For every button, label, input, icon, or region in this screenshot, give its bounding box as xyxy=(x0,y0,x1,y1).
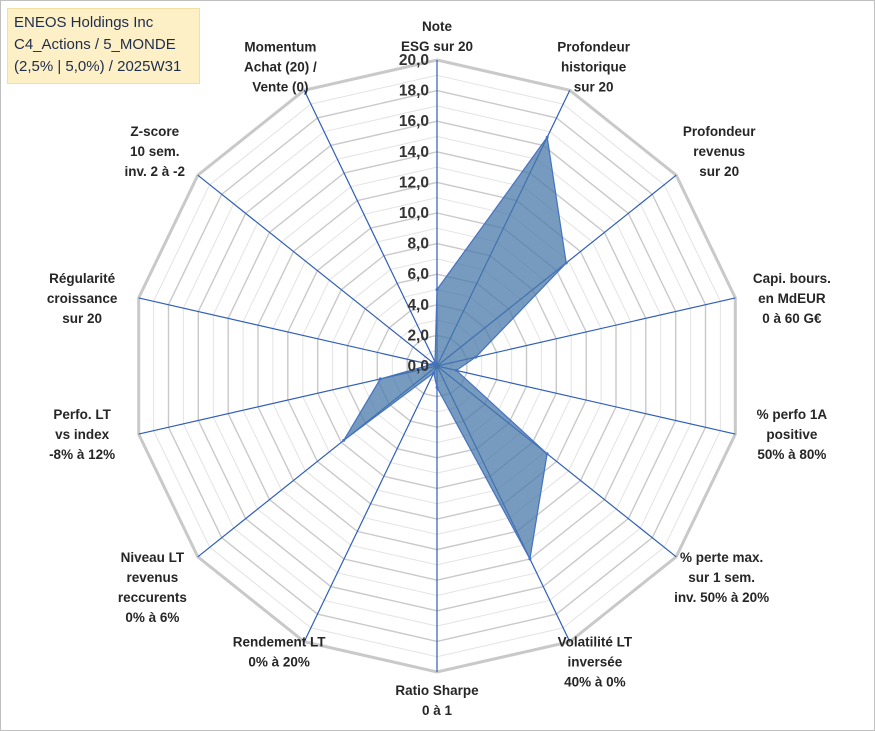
category-label-line: inv. 2 à -2 xyxy=(125,164,186,179)
category-label-line: Perfo. LT xyxy=(53,407,111,422)
chart-subtitle-line: C4_Actions / 5_MONDE xyxy=(14,36,176,53)
axis-spoke xyxy=(303,90,438,367)
tick-label: 4,0 xyxy=(407,297,429,314)
category-label-line: sur 1 sem. xyxy=(688,570,755,585)
tick-label: 12,0 xyxy=(399,174,429,191)
category-label-line: Volatilité LT xyxy=(558,635,633,650)
chart-period-line: (2,5% | 5,0%) / 2025W31 xyxy=(14,58,182,75)
tick-label: 2,0 xyxy=(407,327,429,344)
category-label: Perfo. LT vs index -8% à 12% xyxy=(49,407,115,462)
tick-label: 6,0 xyxy=(407,266,429,283)
series-point xyxy=(429,363,433,367)
category-label-line: en MdEUR xyxy=(758,291,826,306)
axis-spoke xyxy=(303,365,438,642)
category-label: Profondeur historique sur 20 xyxy=(557,39,630,94)
category-label-line: Vente (0) xyxy=(252,79,308,94)
category-label-line: 0 à 60 G€ xyxy=(762,311,822,326)
tick-label: 0,0 xyxy=(407,358,429,375)
tick-label: 14,0 xyxy=(399,144,429,161)
series-point xyxy=(474,355,478,359)
axis-spoke xyxy=(436,365,736,435)
category-label-line: sur 20 xyxy=(699,164,739,179)
category-label-line: Régularité xyxy=(49,271,116,286)
category-label-line: vs index xyxy=(55,427,110,442)
tick-label: 8,0 xyxy=(407,236,429,253)
category-label-line: ESG sur 20 xyxy=(401,39,473,54)
series-point xyxy=(435,385,439,389)
series-point xyxy=(528,557,532,561)
radar-tick-labels: 0,0 2,0 4,0 6,0 8,0 10,0 12,0 14,0 16,0 18,0 20,0 xyxy=(399,52,429,375)
tick-label: 10,0 xyxy=(399,205,429,222)
category-label-line: % perte max. xyxy=(680,550,763,565)
category-label-line: sur 20 xyxy=(574,79,614,94)
axis-spoke xyxy=(197,174,438,367)
category-label-line: -8% à 12% xyxy=(49,447,115,462)
category-label: Ratio Sharpe 0 à 1 xyxy=(395,683,479,718)
axis-spoke xyxy=(436,297,736,367)
category-label-line: Achat (20) / xyxy=(244,59,317,74)
category-label-line: Ratio Sharpe xyxy=(395,683,479,698)
series-point xyxy=(432,371,436,375)
category-label-line: Note xyxy=(422,19,452,34)
category-label-line: Z-score xyxy=(130,124,179,139)
tick-label: 16,0 xyxy=(399,113,429,130)
axis-spoke xyxy=(138,297,438,367)
category-label: Profondeur revenus sur 20 xyxy=(683,124,756,179)
series-area xyxy=(343,135,567,561)
series-point xyxy=(564,261,568,265)
category-label: Régularité croissance sur 20 xyxy=(47,271,118,326)
category-label-line: sur 20 xyxy=(62,311,102,326)
category-label-line: 0% à 6% xyxy=(125,610,179,625)
category-label-line: % perfo 1A xyxy=(757,407,828,422)
series-point xyxy=(435,288,439,291)
category-label: % perte max. sur 1 sem. inv. 50% à 20% xyxy=(674,550,769,605)
tick-label: 18,0 xyxy=(399,83,429,100)
category-label-line: historique xyxy=(561,59,627,74)
series-point xyxy=(454,368,458,372)
category-label-line: 40% à 0% xyxy=(564,675,626,690)
radar-category-labels: Note ESG sur 20 Profondeur historique sur 20… xyxy=(47,19,831,718)
category-label-line: 0% à 20% xyxy=(248,655,310,670)
radar-series xyxy=(342,135,568,561)
category-label-line: revenus xyxy=(127,570,179,585)
category-label-line: Rendement LT xyxy=(233,635,327,650)
category-label-line: revenus xyxy=(693,144,745,159)
tick-label: 20,0 xyxy=(399,52,429,69)
series-point xyxy=(378,377,382,381)
category-label: Z-score 10 sem. inv. 2 à -2 xyxy=(125,124,186,179)
chart-title-line: ENEOS Holdings Inc xyxy=(14,14,154,31)
category-label-line: croissance xyxy=(47,291,118,306)
series-point xyxy=(342,438,346,442)
category-label-line: inversée xyxy=(568,655,623,670)
category-label: Momentum Achat (20) / Vente (0) xyxy=(244,39,317,94)
category-label: Niveau LT revenus reccurents 0% à 6% xyxy=(118,550,187,625)
category-label: % perfo 1A positive 50% à 80% xyxy=(757,407,828,462)
category-label-line: inv. 50% à 20% xyxy=(674,590,769,605)
series-point xyxy=(433,360,437,364)
category-label-line: 0 à 1 xyxy=(422,703,453,718)
category-label-line: 10 sem. xyxy=(130,144,180,159)
category-label-line: 50% à 80% xyxy=(757,447,826,462)
category-label: Volatilité LT inversée 40% à 0% xyxy=(558,635,633,690)
series-point xyxy=(545,135,549,139)
category-label: Note ESG sur 20 xyxy=(401,19,473,54)
category-label-line: Momentum xyxy=(244,39,316,54)
category-label-line: positive xyxy=(766,427,818,442)
category-label-line: Capi. bours. xyxy=(753,271,831,286)
category-label-line: Niveau LT xyxy=(121,550,185,565)
category-label-line: Profondeur xyxy=(683,124,756,139)
chart-title-box: ENEOS Holdings Inc C4_Actions / 5_MONDE … xyxy=(7,8,200,84)
category-label: Capi. bours. en MdEUR 0 à 60 G€ xyxy=(753,271,831,326)
category-label-line: Profondeur xyxy=(557,39,630,54)
category-label: Rendement LT 0% à 20% xyxy=(233,635,327,670)
category-label-line: reccurents xyxy=(118,590,187,605)
series-point xyxy=(545,452,549,456)
